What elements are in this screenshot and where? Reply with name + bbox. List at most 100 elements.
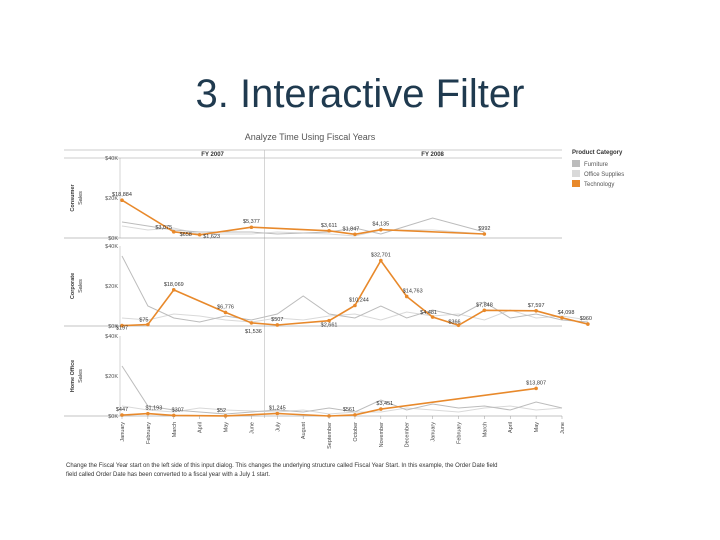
x-tick-label: April	[508, 422, 514, 433]
technology-point	[482, 308, 487, 313]
data-label: $1,245	[269, 406, 286, 412]
x-tick-label: July	[275, 422, 281, 432]
chart-title: Analyze Time Using Fiscal Years	[245, 132, 376, 142]
data-label: $1,536	[245, 329, 262, 335]
data-label: $5,377	[243, 219, 260, 225]
row-label: Home Office	[70, 360, 76, 392]
technology-point	[534, 386, 538, 391]
row-label: Corporate	[70, 273, 76, 299]
technology-point	[586, 322, 590, 326]
data-label: $2,661	[321, 323, 338, 329]
technology-line	[121, 259, 589, 327]
data-label: $18,884	[112, 192, 132, 198]
technology-point	[482, 232, 487, 236]
fiscal-year-chart: Analyze Time Using Fiscal Years FY 2007 F…	[60, 128, 660, 480]
technology-point	[120, 413, 124, 417]
x-tick-label: March	[172, 422, 178, 437]
technology-point	[560, 316, 564, 320]
y-tick-label: $40K	[105, 156, 118, 162]
caption-line-2: field called Order Date has been convert…	[66, 472, 270, 478]
technology-point	[171, 288, 176, 292]
fiscal-year-label: FY 2007	[201, 152, 224, 158]
x-tick-label: January	[431, 422, 437, 442]
technology-point	[327, 318, 331, 323]
technology-point	[249, 321, 254, 325]
x-tick-label: September	[327, 422, 333, 449]
panel-2: $40K $20K $0K Home Office Sales $447 $1,193 $30…	[64, 334, 563, 420]
furniture-line	[121, 365, 563, 415]
legend-swatch[interactable]	[572, 160, 580, 167]
y-tick-label: $20K	[105, 374, 118, 380]
data-label: $6,776	[217, 304, 234, 310]
technology-point	[197, 232, 202, 237]
panel-1: $40K $20K $0K Corporate Sales $197 $75 $18,069 $…	[64, 244, 592, 335]
legend-title: Product Category	[572, 150, 623, 156]
technology-point	[379, 258, 383, 263]
data-label: $561	[343, 407, 355, 413]
technology-point	[146, 411, 150, 416]
data-label: $4,481	[420, 310, 437, 316]
legend-item-label[interactable]: Furniture	[584, 162, 609, 168]
row-measure-label: Sales	[78, 279, 84, 293]
chart-legend[interactable]: Product Category Furniture Office Supplies…	[572, 150, 624, 188]
y-tick-label: $40K	[105, 334, 118, 340]
data-label: $14,763	[403, 288, 423, 294]
chart-panels: $40K $20K $0K Consumer Sales $18,884 $3,075 $65…	[64, 156, 592, 420]
technology-point	[430, 315, 435, 319]
data-label: $507	[271, 317, 283, 323]
legend-item-label[interactable]: Office Supplies	[584, 172, 624, 178]
data-label: $75	[139, 318, 148, 324]
technology-point	[275, 411, 280, 416]
fiscal-year-label: FY 2008	[421, 152, 444, 158]
data-label: $1,193	[145, 406, 162, 412]
data-label: $18,069	[164, 282, 184, 288]
x-tick-label: June	[249, 422, 255, 434]
x-tick-label: November	[379, 422, 385, 448]
data-label: $4,135	[372, 222, 389, 228]
data-label: $1,847	[343, 226, 360, 232]
technology-point	[379, 227, 383, 232]
technology-point	[353, 232, 357, 237]
data-label: $658	[180, 232, 192, 238]
data-label: $13,807	[526, 380, 546, 386]
x-tick-label: May	[224, 422, 230, 433]
y-tick-label: $40K	[105, 244, 118, 250]
x-axis: January February March April May June July Augu…	[120, 416, 566, 449]
data-label: $32,701	[371, 253, 391, 259]
data-label: $447	[116, 407, 128, 413]
technology-point	[223, 310, 228, 315]
x-tick-label: August	[301, 422, 307, 440]
slide-title: 3. Interactive Filter	[195, 72, 525, 116]
x-tick-label: March	[482, 422, 488, 437]
legend-swatch[interactable]	[572, 180, 580, 187]
technology-point	[120, 198, 124, 203]
y-tick-label: $20K	[105, 284, 118, 290]
row-label: Consumer	[70, 184, 76, 212]
x-tick-label: October	[353, 422, 359, 442]
x-tick-label: May	[534, 422, 540, 433]
data-label: $307	[172, 407, 184, 413]
data-label: $7,597	[528, 303, 545, 309]
legend-swatch[interactable]	[572, 170, 580, 177]
data-label: $3,611	[321, 223, 337, 229]
technology-point	[353, 413, 357, 417]
data-label: $960	[580, 316, 592, 322]
y-tick-label: $0K	[108, 324, 118, 330]
y-tick-label: $0K	[108, 414, 118, 420]
panel-0: $40K $20K $0K Consumer Sales $18,884 $3,075 $65…	[64, 156, 562, 242]
data-label: $1,623	[203, 234, 220, 240]
data-label: $10,244	[349, 298, 369, 304]
data-label: $366	[448, 319, 460, 325]
technology-point	[171, 230, 176, 234]
x-tick-label: January	[120, 422, 126, 442]
technology-point	[327, 228, 331, 233]
data-label: $3,075	[155, 225, 172, 231]
furniture-line	[121, 255, 588, 323]
y-tick-label: $0K	[108, 236, 118, 242]
x-tick-label: February	[456, 422, 462, 444]
technology-point	[379, 407, 383, 411]
data-label: $197	[116, 326, 128, 332]
technology-point	[249, 225, 254, 230]
row-measure-label: Sales	[78, 369, 84, 383]
legend-item-label[interactable]: Technology	[584, 182, 614, 188]
